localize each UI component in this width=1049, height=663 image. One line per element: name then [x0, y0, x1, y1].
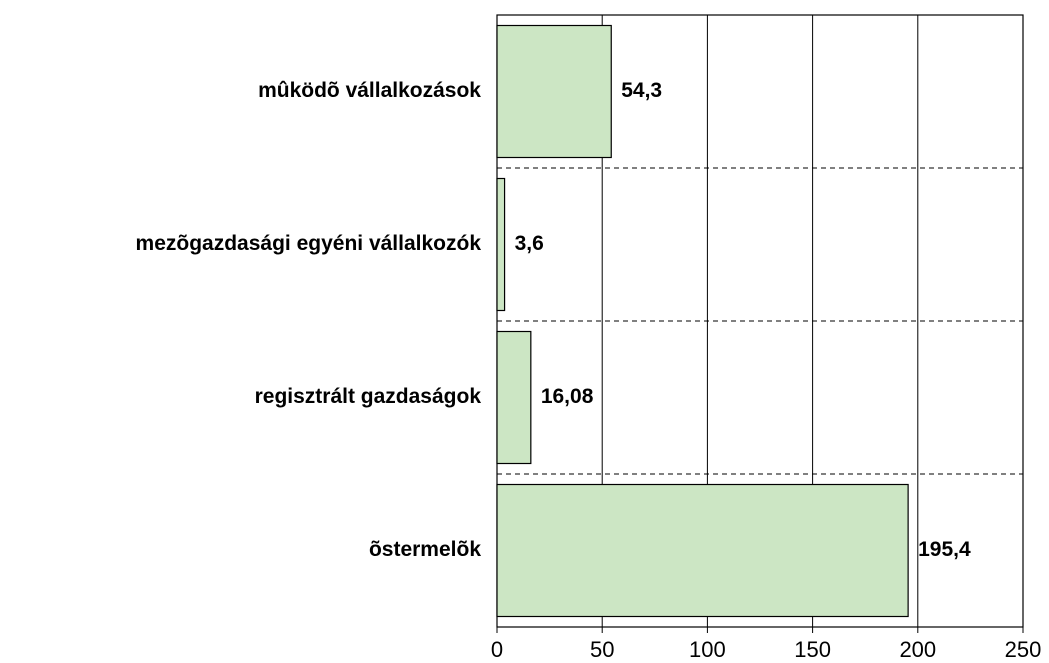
y-category-label: õstermelõk [369, 538, 481, 561]
x-tick-label: 150 [794, 637, 831, 662]
x-tick-label: 0 [491, 637, 503, 662]
y-category-label: mûködõ vállalkozások [258, 79, 481, 102]
value-label: 3,6 [515, 232, 544, 255]
bar [496, 24, 612, 159]
bar [496, 177, 506, 312]
bar [496, 483, 909, 618]
value-label: 195,4 [918, 538, 971, 561]
bar [496, 330, 532, 465]
y-category-label: mezõgazdasági egyéni vállalkozók [136, 232, 482, 255]
value-label: 54,3 [621, 79, 662, 102]
value-label: 16,08 [541, 385, 594, 408]
x-tick-label: 100 [689, 637, 726, 662]
x-tick-label: 50 [590, 637, 614, 662]
x-tick-label: 250 [1005, 637, 1042, 662]
x-tick-label: 200 [899, 637, 936, 662]
y-category-label: regisztrált gazdaságok [255, 385, 482, 408]
